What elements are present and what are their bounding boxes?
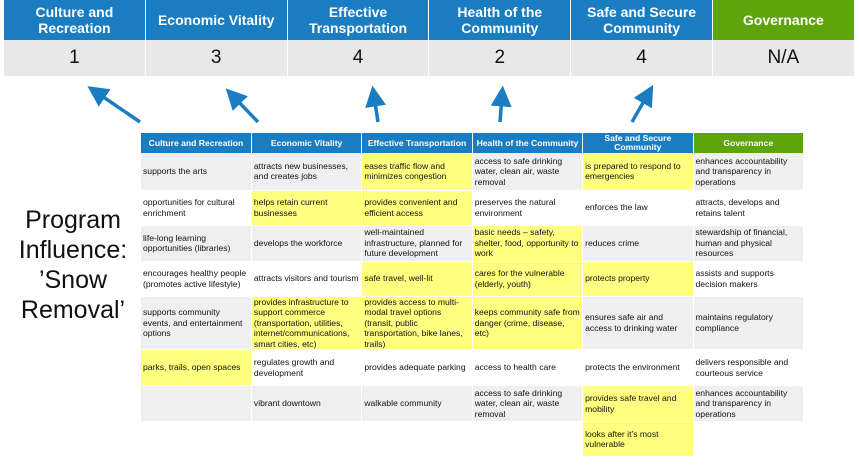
table-row: vibrant downtown walkable community access…: [141, 385, 805, 422]
table-cell: looks after it’s most vulnerable: [582, 421, 694, 457]
column-header: Health of the Community: [472, 133, 584, 153]
table-cell: enforces the law: [582, 190, 694, 226]
table-cell: develops the workforce: [251, 225, 363, 262]
table-cell: attracts visitors and tourism: [251, 261, 363, 297]
arrows: [87, 84, 654, 124]
column-header: Governance: [693, 133, 805, 153]
label-line: Influence:: [18, 236, 128, 264]
table-cell: attracts new businesses, and creates job…: [251, 153, 363, 191]
table-row: opportunities for cultural enrichment hel…: [141, 190, 805, 226]
table-row: supports community events, and entertain…: [141, 296, 805, 350]
table-cell: eases traffic flow and minimizes congest…: [361, 153, 473, 191]
category-header: Economic Vitality: [145, 0, 288, 40]
table-cell: regulates growth and development: [251, 349, 363, 386]
category-score: 3: [145, 40, 288, 76]
table-cell: basic needs – safety, shelter, food, opp…: [472, 225, 584, 262]
table-cell: access to safe drinking water, clean air…: [472, 385, 584, 422]
label-line: Program: [25, 206, 121, 234]
category-header: Health of the Community: [429, 0, 572, 40]
table-cell: keeps community safe from danger (crime,…: [472, 296, 584, 350]
arrow-icon: [87, 86, 141, 124]
column-header: Safe and Secure Community: [582, 133, 694, 153]
table-row: encourages healthy people (promotes acti…: [141, 261, 805, 297]
table-cell: [472, 421, 584, 457]
category-score: 2: [429, 40, 572, 76]
table-cell: cares for the vulnerable (elderly, youth…: [472, 261, 584, 297]
table-cell: encourages healthy people (promotes acti…: [141, 261, 252, 297]
category-header: Safe and Secure Community: [571, 0, 713, 40]
table-cell: well-maintained infrastructure, planned …: [361, 225, 473, 262]
table-row: life-long learning opportunities (librar…: [141, 225, 805, 262]
score-summary: Culture and Recreation Economic Vitality E…: [4, 0, 855, 76]
table-cell: enhances accountability and transparency…: [693, 153, 805, 191]
table-cell: access to safe drinking water, clean air…: [472, 153, 584, 191]
label-line: ’Snow: [38, 266, 108, 294]
table-cell: protects property: [582, 261, 694, 297]
table-row: supports the arts attracts new businesses…: [141, 153, 805, 191]
arrow-icon: [225, 88, 260, 124]
category-score: 4: [287, 40, 430, 76]
table-cell: access to health care: [472, 349, 584, 386]
table-cell: [141, 421, 252, 457]
table-cell: provides infrastructure to support comme…: [251, 296, 363, 350]
table-cell: provides safe travel and mobility: [582, 385, 694, 422]
table-cell: maintains regulatory compliance: [693, 296, 805, 350]
table-cell: helps retain current businesses: [251, 190, 363, 226]
table-cell: vibrant downtown: [251, 385, 363, 422]
table-cell: [693, 421, 805, 457]
arrow-icon: [630, 84, 654, 123]
table-cell: provides convenient and efficient access: [361, 190, 473, 226]
category-header: Effective Transportation: [287, 0, 430, 40]
table-cell: [141, 385, 252, 422]
table-cell: enhances accountability and transparency…: [693, 385, 805, 422]
column-header: Effective Transportation: [361, 133, 473, 153]
table-cell: walkable community: [361, 385, 473, 422]
table-row: parks, trails, open spaces regulates grow…: [141, 349, 805, 386]
program-influence-label: Program Influence: ’Snow Removal’: [8, 205, 138, 325]
category-score: 4: [571, 40, 713, 76]
arrow-icon: [490, 85, 512, 123]
category-header: Governance: [712, 0, 855, 40]
table-row: looks after it’s most vulnerable: [141, 421, 805, 457]
table-cell: is prepared to respond to emergencies: [582, 153, 694, 191]
column-header: Culture and Recreation: [141, 133, 252, 153]
table-cell: supports community events, and entertain…: [141, 296, 252, 350]
arrow-icon: [365, 85, 386, 123]
table-cell: provides adequate parking: [361, 349, 473, 386]
table-cell: opportunities for cultural enrichment: [141, 190, 252, 226]
influence-table: Culture and Recreation Economic Vitality E…: [141, 133, 805, 457]
category-header: Culture and Recreation: [4, 0, 146, 40]
table-cell: ensures safe air and access to drinking …: [582, 296, 694, 350]
table-cell: delivers responsible and courteous servi…: [693, 349, 805, 386]
table-cell: assists and supports decision makers: [693, 261, 805, 297]
table-cell: supports the arts: [141, 153, 252, 191]
table-cell: [251, 421, 363, 457]
table-cell: provides access to multi-modal travel op…: [361, 296, 473, 350]
category-score: N/A: [712, 40, 855, 76]
table-cell: attracts, develops and retains talent: [693, 190, 805, 226]
table-cell: protects the environment: [582, 349, 694, 386]
column-header: Economic Vitality: [251, 133, 363, 153]
category-score: 1: [4, 40, 146, 76]
table-cell: parks, trails, open spaces: [141, 349, 252, 386]
table-cell: safe travel, well-lit: [361, 261, 473, 297]
table-cell: preserves the natural environment: [472, 190, 584, 226]
table-cell: [361, 421, 473, 457]
table-cell: life-long learning opportunities (librar…: [141, 225, 252, 262]
label-line: Removal’: [20, 296, 126, 324]
table-cell: stewardship of financial, human and phys…: [693, 225, 805, 262]
table-cell: reduces crime: [582, 225, 694, 262]
